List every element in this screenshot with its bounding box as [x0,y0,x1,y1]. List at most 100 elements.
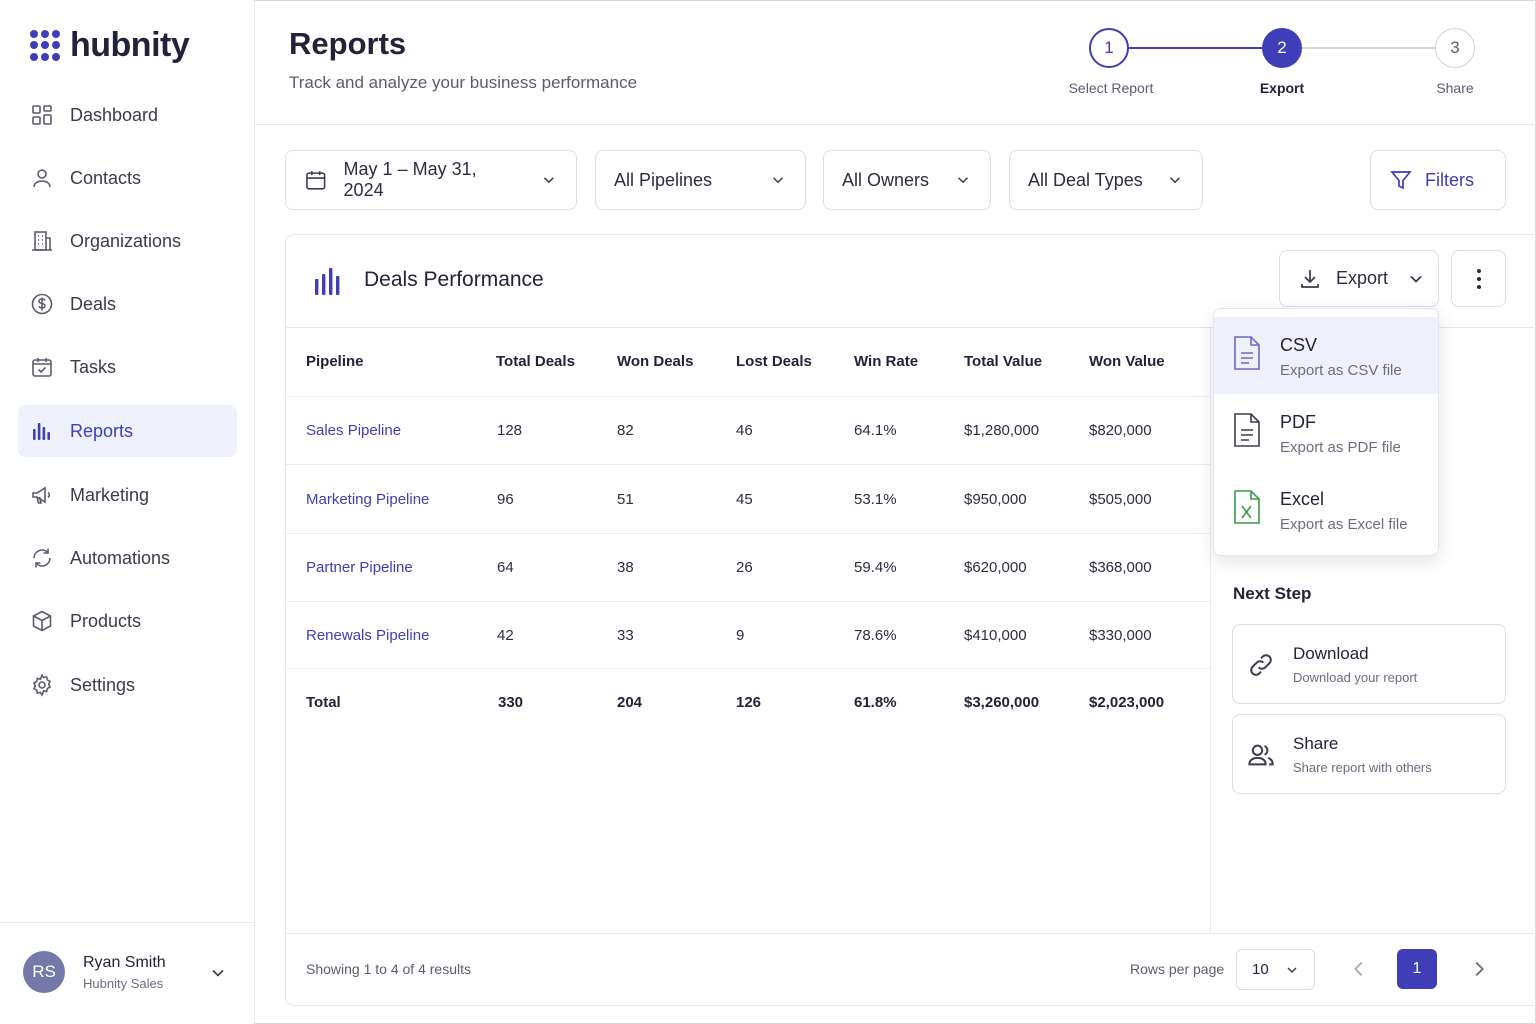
owners-select[interactable]: All Owners [823,150,991,210]
table-cell: $820,000 [1089,422,1152,439]
sidebar-item-label: Deals [70,293,117,314]
pipeline-link[interactable]: Partner Pipeline [306,559,413,576]
date-range-value: May 1 – May 31, 2024 [343,159,477,200]
sidebar-item-deals[interactable]: Deals [18,278,237,330]
chevron-down-icon[interactable] [208,963,228,983]
pipelines-value: All Pipelines [614,169,713,190]
step-connector-completed [1128,47,1263,49]
export-button[interactable]: Export [1279,250,1439,307]
total-cell: 61.8% [854,694,897,711]
sidebar-item-marketing[interactable]: Marketing [18,469,237,521]
table-cell: 64 [497,559,514,576]
table-cell: $368,000 [1089,559,1152,576]
filter-funnel-icon [1390,171,1412,190]
download-report-card[interactable]: Download Download your report [1232,624,1506,704]
calendar-check-icon [32,358,52,377]
users-icon [1248,744,1274,766]
column-header[interactable]: Won Deals [617,353,694,370]
rows-per-page-select[interactable]: 10 [1236,949,1315,990]
step-1-label: Select Report [1068,80,1154,96]
step-3-circle[interactable]: 3 [1435,28,1475,68]
row-divider [286,533,1210,534]
pipeline-link[interactable]: Marketing Pipeline [306,491,430,508]
footer-divider [286,933,1536,934]
deal-types-select[interactable]: All Deal Types [1009,150,1203,210]
export-excel-option[interactable]: Excel Export as Excel file [1214,471,1438,548]
chevron-down-icon [772,177,784,184]
sidebar-item-settings[interactable]: Settings [18,659,237,711]
building-icon [32,231,52,251]
step-2-circle[interactable]: 2 [1262,28,1302,68]
column-header[interactable]: Total Value [964,353,1043,370]
sidebar-item-label: Automations [70,547,171,568]
sidebar-item-label: Contacts [70,167,142,188]
table-cell: $620,000 [964,559,1027,576]
next-step-card-desc: Share report with others [1293,760,1432,775]
dollar-circle-icon [31,293,53,315]
table-cell: 128 [497,422,523,439]
chevron-down-icon [1287,966,1297,973]
chevron-down-icon [957,177,969,184]
step-1-circle[interactable]: 1 [1089,28,1129,68]
next-step-title: Next Step [1233,584,1312,603]
page-subtitle: Track and analyze your business performa… [289,73,638,92]
table-cell: 45 [736,491,753,508]
menu-item-desc: Export as Excel file [1280,516,1408,533]
chevron-left-icon[interactable] [1348,958,1370,980]
brand-logo[interactable]: hubnity [30,26,190,65]
panel-divider [1210,328,1211,933]
pipeline-link[interactable]: Renewals Pipeline [306,627,430,644]
sidebar-item-contacts[interactable]: Contacts [18,152,237,204]
table-cell: 78.6% [854,627,897,644]
rows-per-page-label: Rows per page [1130,961,1225,977]
sidebar-item-products[interactable]: Products [18,595,237,647]
menu-item-desc: Export as PDF file [1280,439,1401,456]
step-2-label: Export [1259,80,1305,96]
table-cell: $1,280,000 [964,422,1040,439]
more-options-button[interactable] [1451,250,1506,307]
bar-chart-icon [315,268,340,295]
column-header[interactable]: Lost Deals [736,353,812,370]
sidebar-item-tasks[interactable]: Tasks [18,341,237,393]
download-icon [1301,269,1319,288]
column-header[interactable]: Won Value [1089,353,1165,370]
total-cell: 330 [498,694,524,711]
box-icon [32,610,52,632]
date-range-select[interactable]: May 1 – May 31, 2024 [285,150,577,210]
refresh-icon [33,548,51,568]
table-cell: $410,000 [964,627,1027,644]
sidebar: hubnity Dashboard Contacts Organizations… [0,0,255,1024]
table-cell: 51 [617,491,634,508]
file-excel-icon [1234,490,1260,524]
column-header[interactable]: Win Rate [854,353,919,370]
step-3-label: Share [1436,80,1474,96]
column-header[interactable]: Total Deals [496,353,575,370]
export-csv-option[interactable]: CSV Export as CSV file [1214,317,1438,394]
filters-button[interactable]: Filters [1370,150,1506,210]
menu-item-desc: Export as CSV file [1280,362,1402,379]
pipelines-select[interactable]: All Pipelines [595,150,806,210]
row-divider [286,668,1210,669]
column-header[interactable]: Pipeline [306,353,364,370]
file-csv-icon [1234,336,1260,370]
share-report-card[interactable]: Share Share report with others [1232,714,1506,794]
page-number-current[interactable]: 1 [1397,949,1437,989]
pipeline-link[interactable]: Sales Pipeline [306,422,402,439]
sidebar-item-reports[interactable]: Reports [18,405,237,457]
sidebar-item-automations[interactable]: Automations [18,532,237,584]
next-step-card-title: Download [1293,644,1369,663]
logo-dots-icon [30,29,62,62]
deal-types-value: All Deal Types [1028,169,1143,190]
table-cell: 33 [617,627,634,644]
owners-value: All Owners [842,169,930,190]
table-cell: 82 [617,422,634,439]
export-pdf-option[interactable]: PDF Export as PDF file [1214,394,1438,471]
table-cell: $505,000 [1089,491,1152,508]
total-cell: 204 [617,694,643,711]
table-cell: $950,000 [964,491,1027,508]
chevron-right-icon[interactable] [1468,958,1490,980]
user-profile[interactable]: RS Ryan Smith Hubnity Sales [0,922,254,1024]
sidebar-item-organizations[interactable]: Organizations [18,215,237,267]
sidebar-item-dashboard[interactable]: Dashboard [18,89,237,141]
chevron-down-icon [1410,275,1422,283]
